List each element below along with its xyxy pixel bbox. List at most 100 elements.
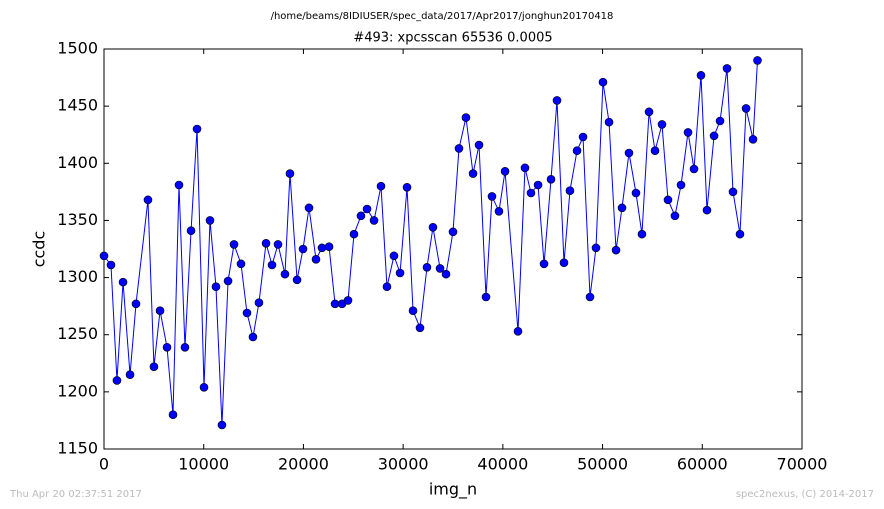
y-tick-label: 1150 xyxy=(57,439,98,458)
data-point xyxy=(500,166,510,176)
data-point xyxy=(304,203,314,213)
data-point xyxy=(223,276,233,286)
data-point xyxy=(637,229,647,239)
x-tick-label: 40000 xyxy=(477,455,528,474)
data-point xyxy=(174,180,184,190)
data-point xyxy=(441,269,451,279)
data-point xyxy=(376,181,386,191)
data-point xyxy=(395,268,405,278)
data-point xyxy=(205,216,215,225)
data-point xyxy=(285,169,295,178)
footer-left: Thu Apr 20 02:37:51 2017 xyxy=(9,489,142,500)
data-point xyxy=(311,254,321,264)
x-tick-label: 0 xyxy=(99,455,109,474)
data-point xyxy=(317,243,327,253)
data-point xyxy=(604,117,614,127)
data-point xyxy=(298,244,308,254)
data-point xyxy=(248,332,258,342)
data-point xyxy=(162,342,172,352)
data-point xyxy=(180,342,190,352)
data-point xyxy=(709,131,719,141)
data-point xyxy=(143,195,153,205)
data-point xyxy=(526,188,536,198)
data-point xyxy=(481,292,491,302)
y-tick-label: 1450 xyxy=(57,96,98,115)
data-point xyxy=(559,258,569,268)
y-tick-label: 1500 xyxy=(57,39,98,58)
data-point xyxy=(254,298,264,308)
data-point xyxy=(261,238,271,248)
data-point xyxy=(617,203,627,213)
data-point xyxy=(552,96,562,105)
data-point xyxy=(362,204,372,214)
data-point xyxy=(131,299,141,309)
data-point xyxy=(415,323,425,333)
data-point xyxy=(676,180,686,190)
data-point xyxy=(211,282,221,292)
x-tick-label: 50000 xyxy=(577,455,628,474)
data-point xyxy=(533,180,543,190)
data-point xyxy=(186,226,196,236)
data-point xyxy=(572,146,582,156)
data-point xyxy=(546,174,556,184)
data-point xyxy=(349,229,359,239)
data-point xyxy=(715,116,725,126)
footer-right: spec2nexus, (C) 2014-2017 xyxy=(736,489,874,500)
data-point xyxy=(168,410,178,420)
data-point xyxy=(324,242,334,252)
data-point xyxy=(229,240,239,249)
x-tick-label: 30000 xyxy=(378,455,429,474)
data-point xyxy=(408,306,418,316)
data-point xyxy=(696,70,706,80)
data-point xyxy=(722,64,732,73)
data-point xyxy=(99,251,109,261)
data-point xyxy=(631,188,641,198)
data-point xyxy=(454,144,464,153)
x-tick-label: 20000 xyxy=(278,455,329,474)
data-point xyxy=(728,187,738,197)
data-point xyxy=(683,128,693,137)
data-point xyxy=(657,120,667,129)
y-tick-label: 1400 xyxy=(57,153,98,172)
data-point xyxy=(106,260,116,270)
data-point xyxy=(611,245,621,255)
data-point xyxy=(735,229,745,239)
y-tick-label: 1250 xyxy=(57,324,98,343)
data-point xyxy=(494,206,504,216)
data-point xyxy=(402,182,412,192)
data-point xyxy=(273,240,283,249)
data-point xyxy=(236,259,246,269)
x-tick-label: 10000 xyxy=(178,455,229,474)
data-point xyxy=(585,292,595,302)
data-point xyxy=(565,186,575,196)
data-point xyxy=(192,124,202,134)
data-point xyxy=(356,211,366,221)
data-point xyxy=(125,370,135,380)
data-point xyxy=(468,169,478,178)
data-point xyxy=(448,227,458,237)
data-point xyxy=(369,216,379,225)
y-axis-label: ccdc xyxy=(30,231,49,268)
data-point xyxy=(598,77,608,87)
x-tick-label: 60000 xyxy=(677,455,728,474)
data-point xyxy=(343,296,353,305)
data-point xyxy=(389,251,399,261)
data-point xyxy=(474,140,484,150)
data-point xyxy=(748,134,758,144)
y-tick-label: 1300 xyxy=(57,267,98,286)
data-point xyxy=(112,376,122,385)
x-tick-label: 70000 xyxy=(777,455,828,474)
data-point xyxy=(539,259,549,269)
data-point xyxy=(149,362,159,372)
data-point xyxy=(422,262,432,272)
chart-title: #493: xpcsscan 65536 0.0005 xyxy=(353,31,552,46)
data-point xyxy=(513,326,523,336)
data-point xyxy=(199,382,209,392)
data-point xyxy=(520,163,530,173)
data-point xyxy=(280,269,290,279)
data-point xyxy=(741,104,751,113)
data-point xyxy=(292,275,302,285)
data-point xyxy=(689,164,699,174)
data-point xyxy=(118,277,128,287)
data-point xyxy=(753,56,762,65)
